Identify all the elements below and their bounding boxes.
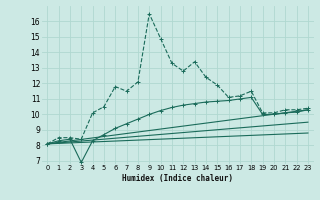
X-axis label: Humidex (Indice chaleur): Humidex (Indice chaleur): [122, 174, 233, 183]
